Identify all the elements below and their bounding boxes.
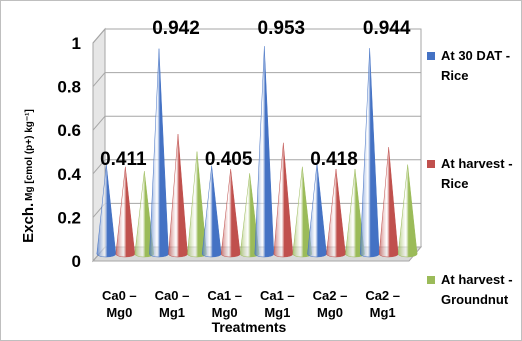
cone-mark xyxy=(397,164,418,258)
data-label: 0.411 xyxy=(100,149,147,170)
legend-entry: At harvest -Rice xyxy=(441,156,513,191)
legend-entry: At 30 DAT -Rice xyxy=(441,48,510,83)
x-tick-label: Ca2 – Mg0 xyxy=(313,288,348,320)
y-axis-title: Exch. Mg [cmol (p+) kg⁻¹] xyxy=(20,109,37,243)
legend-swatch xyxy=(427,52,435,60)
gridline-side xyxy=(92,115,106,131)
data-label: 0.944 xyxy=(363,18,411,39)
legend-swatch xyxy=(427,276,435,284)
x-tick-label: Ca1 – Mg0 xyxy=(207,288,242,320)
y-tick-label: 0.4 xyxy=(57,165,81,184)
gridline-side xyxy=(92,159,106,175)
gridline-side xyxy=(92,28,106,44)
data-label: 0.942 xyxy=(152,18,200,39)
gridline-side xyxy=(92,72,106,87)
x-axis-ticks: Ca0 – Mg0 Ca0 – Mg1 Ca1 – Mg0 Ca1 – Mg1 Ca2 – Mg0… xyxy=(102,288,400,320)
legend-swatch xyxy=(427,160,435,168)
data-label: 0.405 xyxy=(205,149,253,170)
y-tick-label: 0.6 xyxy=(57,121,81,140)
chart-marks xyxy=(96,46,418,258)
x-tick-label: Ca1 – Mg1 xyxy=(260,288,295,320)
x-tick-label: Ca2 – Mg1 xyxy=(365,288,400,320)
data-label: 0.418 xyxy=(310,149,358,170)
y-axis-title-main: Exch. xyxy=(20,203,37,243)
x-axis-title: Treatments xyxy=(212,319,287,335)
y-tick-label: 0.8 xyxy=(57,78,81,97)
data-labels: 0.411 0.942 0.405 0.953 0.418 0.944 xyxy=(100,18,411,170)
legend-entry: At harvest -Groundnut xyxy=(441,272,513,307)
y-axis-title-unit: Mg [cmol (p+) kg⁻¹] xyxy=(24,109,35,201)
y-tick-label: 1 xyxy=(72,34,81,53)
x-tick-label: Ca0 – Mg1 xyxy=(155,288,190,320)
legend: At 30 DAT -Rice At harvest -Rice At harves… xyxy=(427,48,513,307)
x-tick-label: Ca0 – Mg0 xyxy=(102,288,137,320)
y-tick-label: 0.2 xyxy=(57,208,81,227)
data-label: 0.953 xyxy=(258,18,306,39)
y-axis-ticks: 0 0.2 0.4 0.6 0.8 1 xyxy=(57,34,81,271)
y-tick-label: 0 xyxy=(72,252,81,271)
